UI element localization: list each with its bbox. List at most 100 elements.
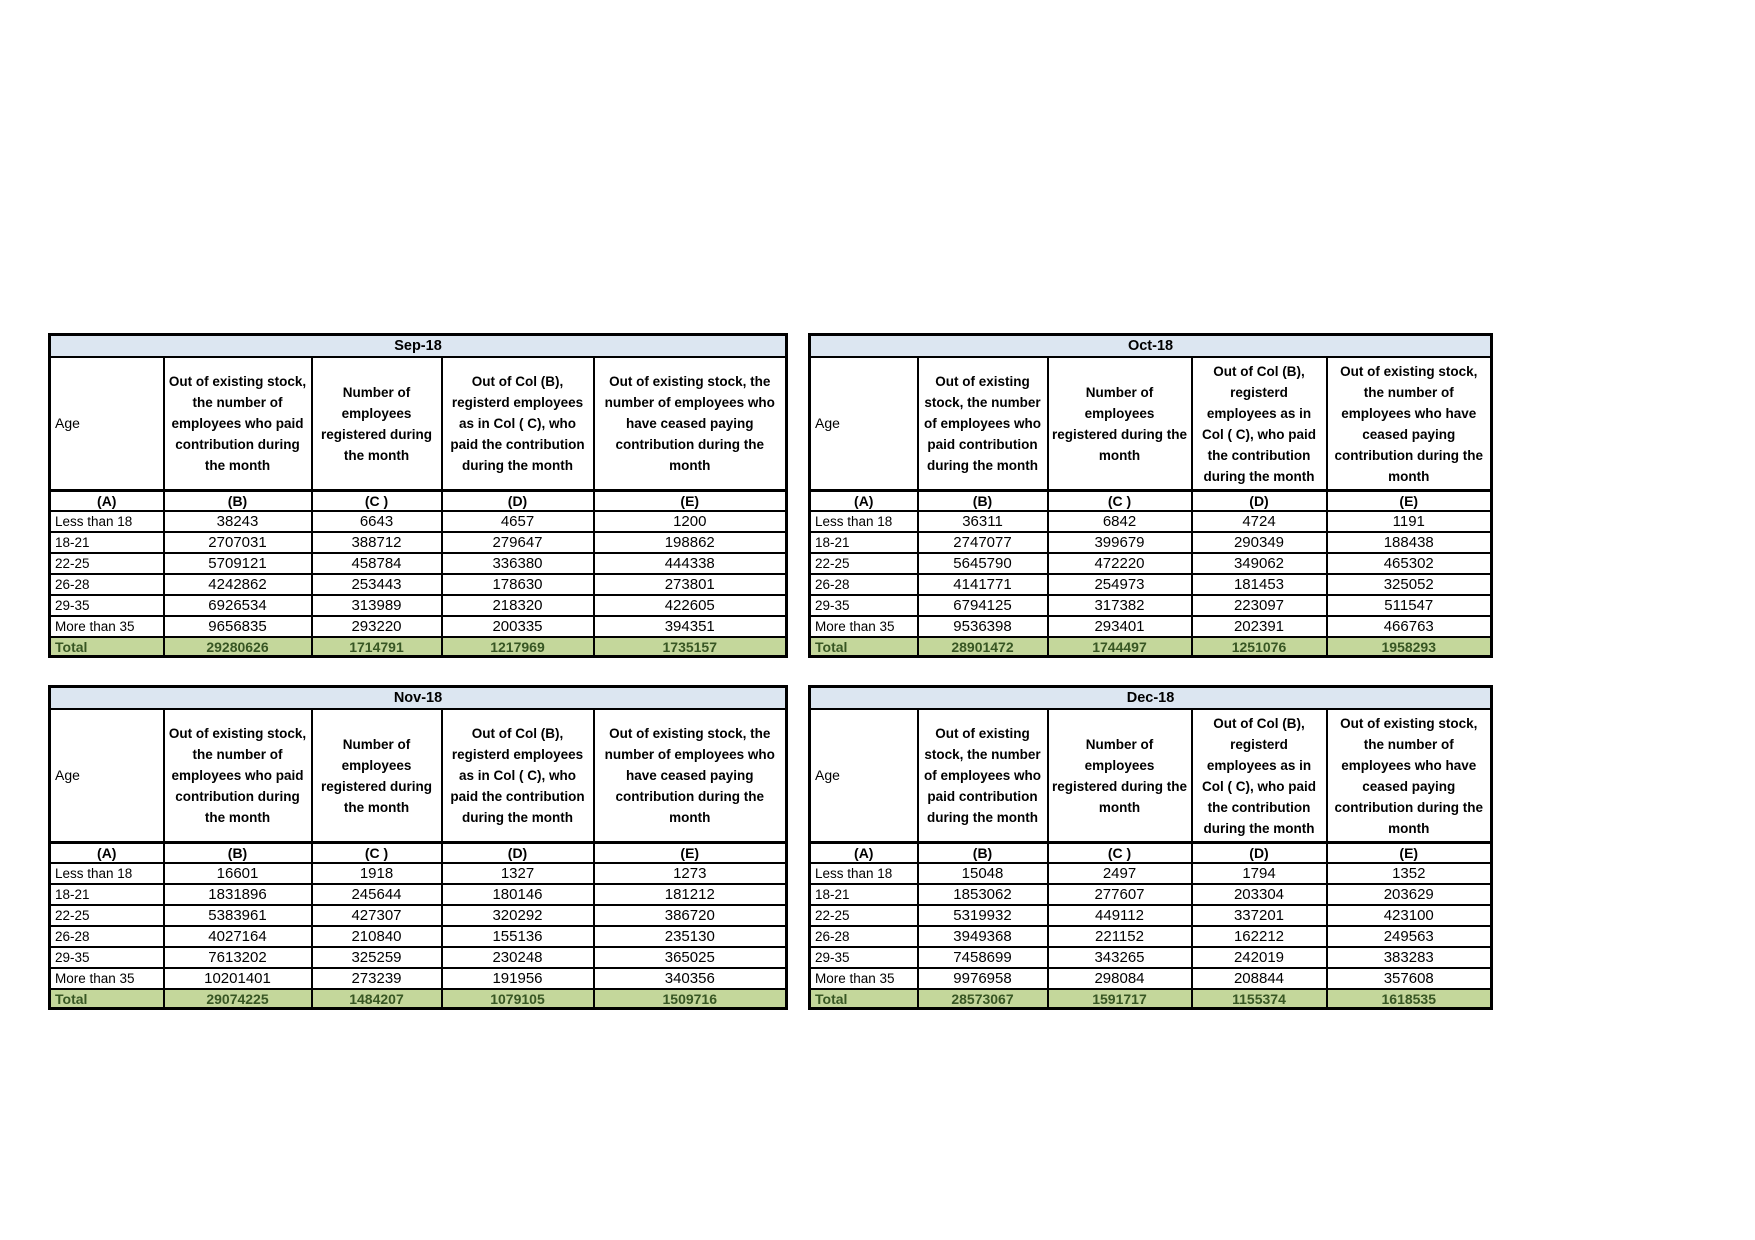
total-label: Total xyxy=(48,636,165,658)
value-cell: 230248 xyxy=(440,946,595,969)
age-label: 22-25 xyxy=(808,552,919,575)
value-cell: 191956 xyxy=(440,967,595,990)
value-cell: 458784 xyxy=(310,552,443,575)
value-cell: 279647 xyxy=(440,531,595,554)
value-cell: 9976958 xyxy=(916,967,1049,990)
value-cell: 249563 xyxy=(1325,925,1493,948)
value-cell: 188438 xyxy=(1325,531,1493,554)
value-cell: 340356 xyxy=(592,967,788,990)
age-label: 29-35 xyxy=(48,946,165,969)
table-row: 22-25 5319932 449112 337201 423100 xyxy=(808,904,1493,927)
month-title: Nov-18 xyxy=(48,685,788,710)
total-value-cell: 28573067 xyxy=(916,988,1049,1010)
column-letter: (B) xyxy=(162,489,313,512)
value-cell: 325259 xyxy=(310,946,443,969)
value-cell: 290349 xyxy=(1190,531,1328,554)
value-cell: 273801 xyxy=(592,573,788,596)
age-label: More than 35 xyxy=(48,615,165,638)
value-cell: 235130 xyxy=(592,925,788,948)
total-value-cell: 1509716 xyxy=(592,988,788,1010)
table-row: 29-35 6794125 317382 223097 511547 xyxy=(808,594,1493,617)
value-cell: 1853062 xyxy=(916,883,1049,906)
age-label: More than 35 xyxy=(808,967,919,990)
value-cell: 313989 xyxy=(310,594,443,617)
value-cell: 245644 xyxy=(310,883,443,906)
header-col-e: Out of existing stock, the number of emp… xyxy=(1325,356,1493,492)
value-cell: 36311 xyxy=(916,510,1049,533)
table-row: Less than 18 38243 6643 4657 1200 xyxy=(48,510,788,533)
value-cell: 6926534 xyxy=(162,594,313,617)
value-cell: 200335 xyxy=(440,615,595,638)
value-cell: 1273 xyxy=(592,862,788,885)
value-cell: 336380 xyxy=(440,552,595,575)
value-cell: 210840 xyxy=(310,925,443,948)
column-letter: (C ) xyxy=(310,841,443,864)
value-cell: 273239 xyxy=(310,967,443,990)
value-cell: 5709121 xyxy=(162,552,313,575)
age-label: 22-25 xyxy=(808,904,919,927)
table-row: 22-25 5645790 472220 349062 465302 xyxy=(808,552,1493,575)
table-row: 22-25 5709121 458784 336380 444338 xyxy=(48,552,788,575)
header-col-e: Out of existing stock, the number of emp… xyxy=(592,708,788,844)
value-cell: 10201401 xyxy=(162,967,313,990)
column-letter: (E) xyxy=(1325,489,1493,512)
table-row: 18-21 1831896 245644 180146 181212 xyxy=(48,883,788,906)
total-value-cell: 1744497 xyxy=(1046,636,1193,658)
age-label: 26-28 xyxy=(48,925,165,948)
value-cell: 1918 xyxy=(310,862,443,885)
value-cell: 383283 xyxy=(1325,946,1493,969)
value-cell: 472220 xyxy=(1046,552,1193,575)
month-title: Sep-18 xyxy=(48,333,788,358)
value-cell: 6643 xyxy=(310,510,443,533)
value-cell: 277607 xyxy=(1046,883,1193,906)
column-letter: (A) xyxy=(48,841,165,864)
month-table-nov-18: Nov-18 Age Out of existing stock, the numb… xyxy=(48,685,789,1010)
value-cell: 6842 xyxy=(1046,510,1193,533)
value-cell: 325052 xyxy=(1325,573,1493,596)
value-cell: 6794125 xyxy=(916,594,1049,617)
total-value-cell: 1217969 xyxy=(440,636,595,658)
total-row: Total 29074225 1484207 1079105 1509716 xyxy=(48,988,788,1010)
column-letter: (B) xyxy=(916,489,1049,512)
value-cell: 427307 xyxy=(310,904,443,927)
month-table-oct-18: Oct-18 Age Out of existing stock, the numb… xyxy=(808,333,1494,658)
value-cell: 253443 xyxy=(310,573,443,596)
value-cell: 1327 xyxy=(440,862,595,885)
value-cell: 180146 xyxy=(440,883,595,906)
total-value-cell: 1618535 xyxy=(1325,988,1493,1010)
value-cell: 320292 xyxy=(440,904,595,927)
value-cell: 465302 xyxy=(1325,552,1493,575)
header-col-e: Out of existing stock, the number of emp… xyxy=(1325,708,1493,844)
table-row: More than 35 9656835 293220 200335 394351 xyxy=(48,615,788,638)
table-row: Less than 18 16601 1918 1327 1273 xyxy=(48,862,788,885)
total-value-cell: 1155374 xyxy=(1190,988,1328,1010)
header-col-d: Out of Col (B), registerd employees as i… xyxy=(440,356,595,492)
value-cell: 162212 xyxy=(1190,925,1328,948)
value-cell: 181453 xyxy=(1190,573,1328,596)
month-grid: Dec-18 Age Out of existing stock, the numb… xyxy=(808,685,1494,1010)
value-cell: 202391 xyxy=(1190,615,1328,638)
table-row: Less than 18 36311 6842 4724 1191 xyxy=(808,510,1493,533)
age-label: 18-21 xyxy=(808,531,919,554)
value-cell: 1352 xyxy=(1325,862,1493,885)
table-row: 29-35 6926534 313989 218320 422605 xyxy=(48,594,788,617)
month-table-sep-18: Sep-18 Age Out of existing stock, the numb… xyxy=(48,333,789,658)
column-letter: (A) xyxy=(808,489,919,512)
table-row: 26-28 4141771 254973 181453 325052 xyxy=(808,573,1493,596)
value-cell: 7613202 xyxy=(162,946,313,969)
value-cell: 293220 xyxy=(310,615,443,638)
header-col-b: Out of existing stock, the number of emp… xyxy=(162,356,313,492)
value-cell: 1191 xyxy=(1325,510,1493,533)
value-cell: 298084 xyxy=(1046,967,1193,990)
column-letter: (B) xyxy=(162,841,313,864)
age-label: 18-21 xyxy=(808,883,919,906)
table-row: 26-28 4027164 210840 155136 235130 xyxy=(48,925,788,948)
header-col-d: Out of Col (B), registerd employees as i… xyxy=(1190,356,1328,492)
value-cell: 1200 xyxy=(592,510,788,533)
age-label: Less than 18 xyxy=(808,510,919,533)
total-value-cell: 1714791 xyxy=(310,636,443,658)
total-label: Total xyxy=(808,988,919,1010)
value-cell: 4027164 xyxy=(162,925,313,948)
column-letter: (D) xyxy=(440,489,595,512)
column-letter: (D) xyxy=(1190,841,1328,864)
